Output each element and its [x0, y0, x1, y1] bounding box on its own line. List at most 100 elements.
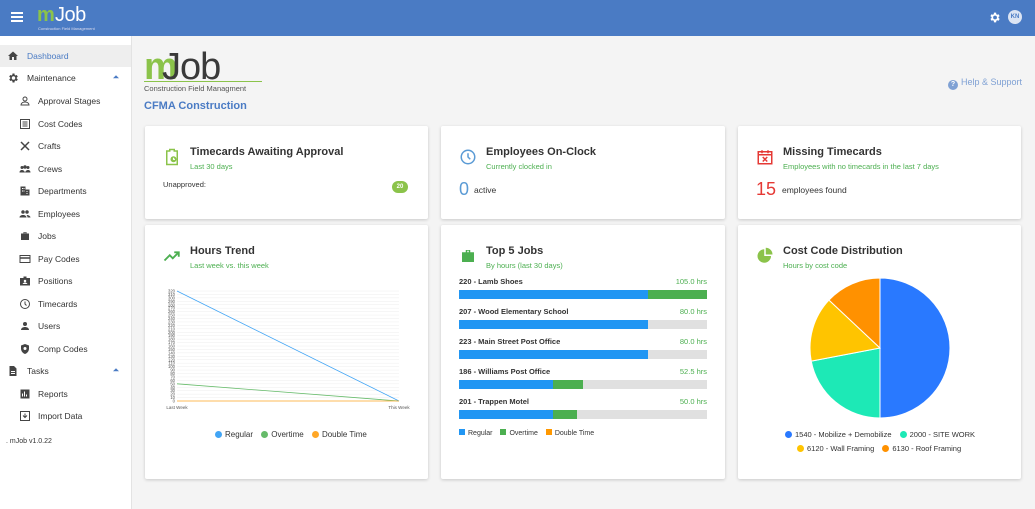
job-row[interactable]: 207 - Wood Elementary School 80.0 hrs [459, 307, 707, 329]
card-icon [19, 255, 31, 263]
legend-item-regular[interactable]: Regular [215, 430, 253, 439]
legend-label: Regular [225, 430, 254, 439]
missing-label: employees found [782, 185, 847, 195]
y-tick-label: 120 [168, 357, 176, 362]
sidebar-item-comp-codes[interactable]: Comp Codes [0, 338, 131, 360]
person-icon [20, 96, 30, 106]
card-title: Hours Trend [190, 245, 255, 257]
y-tick-label: 0 [173, 399, 176, 404]
y-tick-label: 180 [168, 337, 176, 342]
job-bar-overtime [647, 290, 707, 299]
legend-item-double-time[interactable]: Double Time [311, 430, 367, 439]
help-icon: ? [948, 80, 958, 90]
trending-up-icon [163, 251, 180, 262]
logo-job: Job [55, 4, 86, 26]
sidebar-item-crews[interactable]: Crews [0, 158, 131, 180]
clipboard-clock-icon [166, 148, 178, 166]
people-icon [19, 210, 31, 218]
legend-item-2000[interactable]: 2000 - SITE WORK [899, 430, 975, 439]
missing-timecards-card[interactable]: Missing Timecards Employees with no time… [738, 126, 1021, 219]
legend-item-6120[interactable]: 6120 - Wall Framing [797, 444, 874, 453]
card-title: Cost Code Distribution [783, 245, 903, 257]
user-avatar[interactable]: KN [1008, 10, 1022, 24]
sidebar-item-maintenance[interactable]: Maintenance [0, 67, 131, 89]
brand-tagline: Construction Field Managment [144, 84, 247, 93]
top-jobs-card[interactable]: Top 5 Jobs By hours (last 30 days) 220 -… [441, 225, 725, 479]
timecards-approval-card[interactable]: Timecards Awaiting Approval Last 30 days… [145, 126, 428, 219]
series-line-overtime[interactable] [176, 383, 400, 402]
job-row[interactable]: 220 - Lamb Shoes 105.0 hrs [459, 277, 707, 299]
legend-label: 6130 - Roof Framing [892, 444, 962, 453]
chevron-up-icon [113, 368, 119, 372]
sidebar-item-employees[interactable]: Employees [0, 203, 131, 225]
sidebar-item-cost-codes[interactable]: Cost Codes [0, 113, 131, 135]
sidebar-item-import-data[interactable]: Import Data [0, 405, 131, 427]
y-tick-label: 290 [168, 299, 176, 304]
job-bar-track [459, 410, 707, 419]
legend-label: Double Time [554, 430, 595, 437]
sidebar-item-dashboard[interactable]: Dashboard [0, 45, 131, 67]
settings-gear-icon[interactable] [988, 11, 1001, 24]
tools-icon [20, 141, 30, 151]
sidebar-item-timecards[interactable]: Timecards [0, 293, 131, 315]
job-bar-track [459, 290, 707, 299]
pie-slice[interactable] [809, 299, 882, 362]
sidebar-item-users[interactable]: Users [0, 315, 131, 337]
legend-item-overtime[interactable]: Overtime [261, 430, 304, 439]
legend-item-regular[interactable]: Regular [459, 429, 493, 437]
logo-m: m [37, 4, 55, 26]
sidebar-item-label: Users [38, 321, 61, 331]
job-row[interactable]: 223 - Main Street Post Office 80.0 hrs [459, 337, 707, 359]
y-tick-label: 270 [168, 306, 176, 311]
job-name: 220 - Lamb Shoes [459, 277, 523, 286]
chart-icon [20, 389, 30, 399]
x-tick-label: Last Week [166, 405, 188, 410]
help-support-link[interactable]: ? Help & Support [948, 77, 1022, 90]
employees-on-clock-card[interactable]: Employees On-Clock Currently clocked in … [441, 126, 725, 219]
sidebar-item-tasks[interactable]: Tasks [0, 360, 131, 382]
sidebar-item-pay-codes[interactable]: Pay Codes [0, 248, 131, 270]
legend-item-overtime[interactable]: Overtime [500, 429, 538, 437]
hours-trend-card[interactable]: Hours Trend Last week vs. this week 0 10 2… [145, 225, 428, 479]
sidebar-item-jobs[interactable]: Jobs [0, 225, 131, 247]
job-bar-regular [459, 380, 554, 389]
trend-legend: Regular Overtime Double Time [215, 430, 373, 439]
brand-rule [144, 81, 262, 82]
sidebar-item-label: Cost Codes [38, 119, 83, 129]
y-tick-label: 220 [168, 323, 176, 328]
sidebar-item-label: Employees [38, 209, 81, 219]
legend-item-6130[interactable]: 6130 - Roof Framing [882, 444, 961, 453]
pie-slice[interactable] [879, 277, 951, 419]
top-logo[interactable]: m Job Construction Field Management [37, 4, 95, 31]
sidebar-item-label: Positions [38, 276, 73, 286]
user-icon [21, 322, 29, 330]
sidebar-item-label: Pay Codes [38, 254, 80, 264]
y-tick-label: 310 [168, 292, 176, 297]
sidebar-item-positions[interactable]: Positions [0, 270, 131, 292]
job-bar-regular [459, 290, 648, 299]
company-name: CFMA Construction [144, 100, 247, 112]
pie-slice[interactable] [828, 277, 881, 350]
cost-code-distribution-card[interactable]: Cost Code Distribution Hours by cost cod… [738, 225, 1021, 479]
sidebar-item-crafts[interactable]: Crafts [0, 135, 131, 157]
series-line-regular[interactable] [176, 290, 400, 402]
pie-legend-row-1: 1540 - Mobilize + Demobilize 2000 - SITE… [785, 430, 981, 439]
sidebar-item-departments[interactable]: Departments [0, 180, 131, 202]
y-tick-label: 100 [168, 364, 176, 369]
menu-icon[interactable] [11, 12, 23, 22]
sidebar-item-reports[interactable]: Reports [0, 383, 131, 405]
group-icon [19, 165, 31, 173]
y-tick-label: 40 [170, 385, 175, 390]
sidebar-item-approval-stages[interactable]: Approval Stages [0, 90, 131, 112]
sidebar-item-label: Dashboard [27, 51, 69, 61]
unapproved-label: Unapproved: [163, 180, 206, 189]
legend-item-double-time[interactable]: Double Time [545, 429, 595, 437]
job-row[interactable]: 201 - Trappen Motel 50.0 hrs [459, 397, 707, 419]
pie-slice[interactable] [810, 347, 881, 419]
job-row[interactable]: 186 - Williams Post Office 52.5 hrs [459, 367, 707, 389]
legend-label: 6120 - Wall Framing [807, 444, 875, 453]
sidebar-item-label: Comp Codes [38, 344, 88, 354]
y-tick-label: 190 [168, 333, 176, 338]
home-icon [8, 51, 18, 60]
legend-item-1540[interactable]: 1540 - Mobilize + Demobilize [785, 430, 892, 439]
